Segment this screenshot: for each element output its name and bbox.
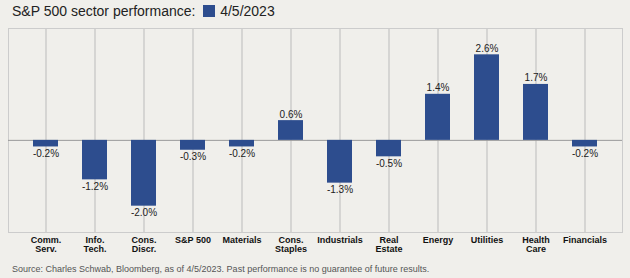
svg-text:-0.2%: -0.2%	[33, 148, 59, 159]
svg-text:Comm.Serv.: Comm.Serv.	[31, 235, 62, 254]
svg-text:-1.2%: -1.2%	[82, 181, 108, 192]
svg-text:-0.5%: -0.5%	[376, 158, 402, 169]
html-text:S&P 500 sector performance:: S&P 500 sector performance:	[12, 3, 204, 19]
svg-text:Cons.Staples: Cons.Staples	[275, 235, 307, 254]
svg-text:Financials: Financials	[563, 235, 607, 245]
svg-text:Utilities: Utilities	[471, 235, 504, 245]
svg-text:Materials: Materials	[222, 235, 261, 245]
html-text:4/5/2023: 4/5/2023	[220, 3, 275, 19]
svg-text:-1.3%: -1.3%	[327, 184, 353, 195]
svg-text:1.4%: 1.4%	[427, 82, 450, 93]
svg-text:RealEstate: RealEstate	[375, 235, 402, 254]
svg-text:S&P 500: S&P 500	[175, 235, 211, 245]
svg-text:Industrials: Industrials	[317, 235, 363, 245]
svg-text:2.6%: 2.6%	[476, 43, 499, 54]
html-text:Source: Charles Schwab, Bloomb: Source: Charles Schwab, Bloomberg, as of…	[12, 264, 430, 274]
svg-text:-2.0%: -2.0%	[131, 207, 157, 218]
svg-text:1.7%: 1.7%	[525, 72, 548, 83]
svg-text:Energy: Energy	[423, 235, 454, 245]
svg-text:HealthCare: HealthCare	[522, 235, 550, 254]
svg-text:Cons.Discr.: Cons.Discr.	[131, 235, 156, 254]
svg-text:0.6%: 0.6%	[280, 109, 303, 120]
svg-text:Info.Tech.: Info.Tech.	[84, 235, 107, 254]
svg-text:-0.3%: -0.3%	[180, 151, 206, 162]
svg-text:-0.2%: -0.2%	[572, 148, 598, 159]
svg-text:-0.2%: -0.2%	[229, 148, 255, 159]
